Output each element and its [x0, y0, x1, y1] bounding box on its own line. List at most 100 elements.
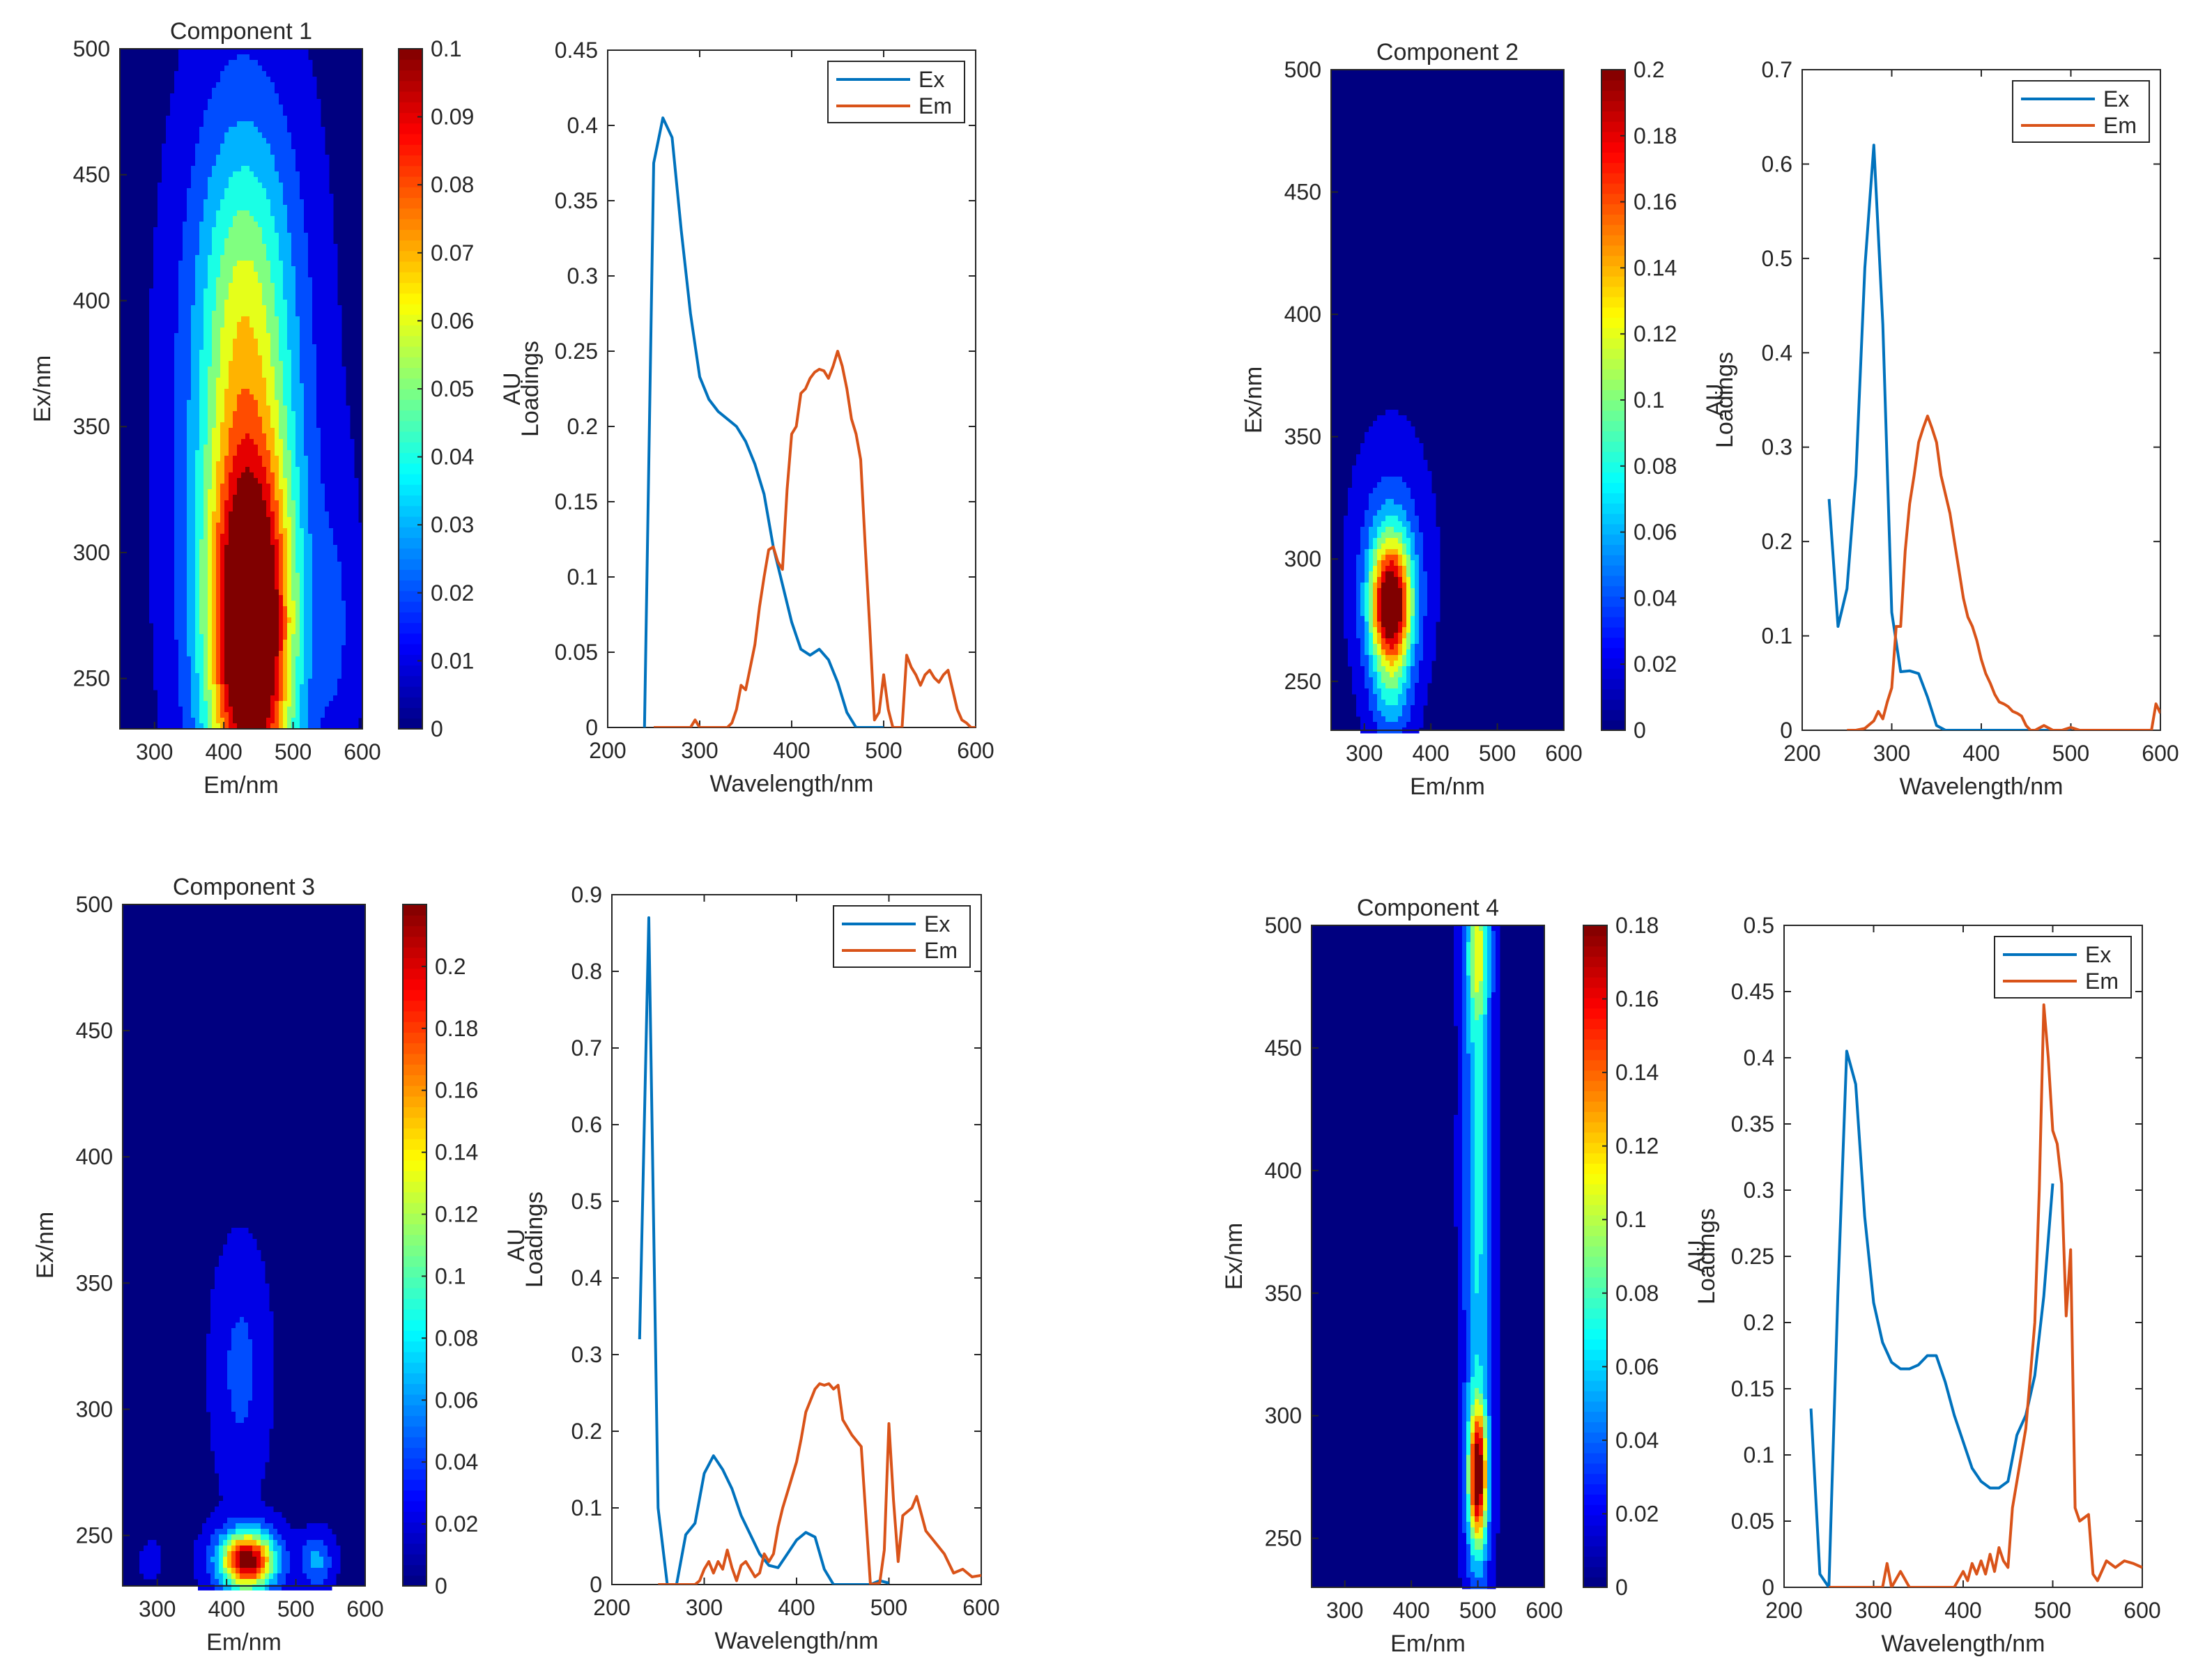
- heatmap-cell: [258, 105, 263, 111]
- heatmap-cell: [162, 177, 167, 183]
- heatmap-cell: [291, 417, 296, 423]
- heatmap-cell: [308, 528, 313, 534]
- heatmap-cell: [158, 601, 162, 607]
- heatmap-cell: [166, 222, 171, 228]
- heatmap-cell: [191, 428, 196, 434]
- heatmap-cell: [195, 216, 200, 222]
- heatmap-cell: [178, 612, 183, 618]
- heatmap-cell: [262, 461, 267, 468]
- heatmap-cell: [216, 93, 221, 100]
- heatmap-cell: [266, 355, 271, 362]
- heatmap-cell: [199, 534, 204, 540]
- heatmap-cell: [321, 511, 325, 518]
- heatmap-cell: [333, 517, 338, 523]
- heatmap-cell: [166, 617, 171, 624]
- heatmap-cell: [275, 406, 279, 412]
- heatmap-cell: [174, 244, 179, 250]
- heatmap-cell: [241, 105, 246, 111]
- heatmap-cell: [241, 210, 246, 217]
- heatmap-cell: [241, 149, 246, 155]
- heatmap-cell: [321, 517, 325, 523]
- heatmap-cell: [224, 216, 229, 222]
- heatmap-cell: [195, 277, 200, 284]
- heatmap-cell: [216, 394, 221, 401]
- heatmap-cell: [208, 49, 213, 55]
- heatmap-cell: [166, 439, 171, 445]
- heatmap-cell: [216, 322, 221, 328]
- heatmap-cell: [208, 99, 213, 105]
- heatmap-cell: [170, 545, 175, 551]
- heatmap-cell: [295, 489, 300, 495]
- heatmap-cell: [316, 99, 321, 105]
- heatmap-cell: [229, 506, 233, 512]
- heatmap-cell: [266, 216, 271, 222]
- heatmap-cell: [166, 205, 171, 211]
- heatmap-cell: [241, 60, 246, 66]
- heatmap-cell: [308, 177, 313, 183]
- heatmap-cell: [354, 528, 359, 534]
- heatmap-cell: [287, 339, 292, 345]
- heatmap-cell: [203, 294, 208, 300]
- heatmap-cell: [249, 300, 254, 306]
- heatmap-cell: [249, 288, 254, 295]
- heatmap-cell: [316, 484, 321, 490]
- heatmap-cell: [254, 511, 259, 518]
- heatmap-cell: [174, 450, 179, 456]
- heatmap-cell: [158, 523, 162, 529]
- heatmap-cell: [229, 300, 233, 306]
- heatmap-cell: [262, 523, 267, 529]
- heatmap-cell: [266, 573, 271, 579]
- heatmap-cell: [262, 49, 267, 55]
- heatmap-cell: [195, 550, 200, 557]
- heatmap-cell: [187, 539, 192, 546]
- heatmap-cell: [220, 640, 225, 646]
- heatmap-cell: [270, 461, 275, 468]
- heatmap-cell: [229, 121, 233, 128]
- heatmap-cell: [312, 584, 317, 590]
- heatmap-cell: [291, 283, 296, 289]
- heatmap-cell: [287, 177, 292, 183]
- heatmap-cell: [258, 49, 263, 55]
- heatmap-cell: [275, 556, 279, 562]
- heatmap-cell: [270, 205, 275, 211]
- heatmap-cell: [304, 77, 309, 83]
- heatmap-cell: [258, 188, 263, 194]
- heatmap-cell: [358, 601, 363, 607]
- heatmap-cell: [254, 495, 259, 501]
- heatmap-cell: [229, 210, 233, 217]
- heatmap-cell: [170, 584, 175, 590]
- heatmap-cell: [312, 389, 317, 395]
- heatmap-cell: [237, 372, 242, 378]
- heatmap-cell: [233, 272, 238, 278]
- heatmap-cell: [258, 272, 263, 278]
- heatmap-cell: [187, 244, 192, 250]
- heatmap-cell: [229, 361, 233, 367]
- heatmap-cell: [283, 144, 288, 150]
- heatmap-cell: [304, 562, 309, 568]
- heatmap-cell: [329, 216, 334, 222]
- heatmap-cell: [283, 339, 288, 345]
- heatmap-cell: [170, 350, 175, 356]
- heatmap-cell: [333, 411, 338, 417]
- heatmap-cell: [249, 183, 254, 189]
- heatmap-cell: [170, 355, 175, 362]
- heatmap-cell: [183, 394, 187, 401]
- heatmap-cell: [195, 99, 200, 105]
- heatmap-cell: [308, 556, 313, 562]
- heatmap-cell: [308, 367, 313, 373]
- heatmap-cell: [153, 389, 158, 395]
- heatmap-cell: [224, 545, 229, 551]
- heatmap-cell: [304, 428, 309, 434]
- heatmap-cell: [279, 300, 284, 306]
- heatmap-cell: [191, 132, 196, 139]
- heatmap-cell: [249, 489, 254, 495]
- heatmap-cell: [178, 523, 183, 529]
- heatmap-cell: [279, 65, 284, 72]
- heatmap-cell: [325, 183, 330, 189]
- heatmap-cell: [224, 456, 229, 462]
- heatmap-cell: [216, 116, 221, 122]
- heatmap-cell: [333, 567, 338, 573]
- heatmap-cell: [249, 461, 254, 468]
- heatmap-cell: [258, 199, 263, 206]
- heatmap-cell: [358, 545, 363, 551]
